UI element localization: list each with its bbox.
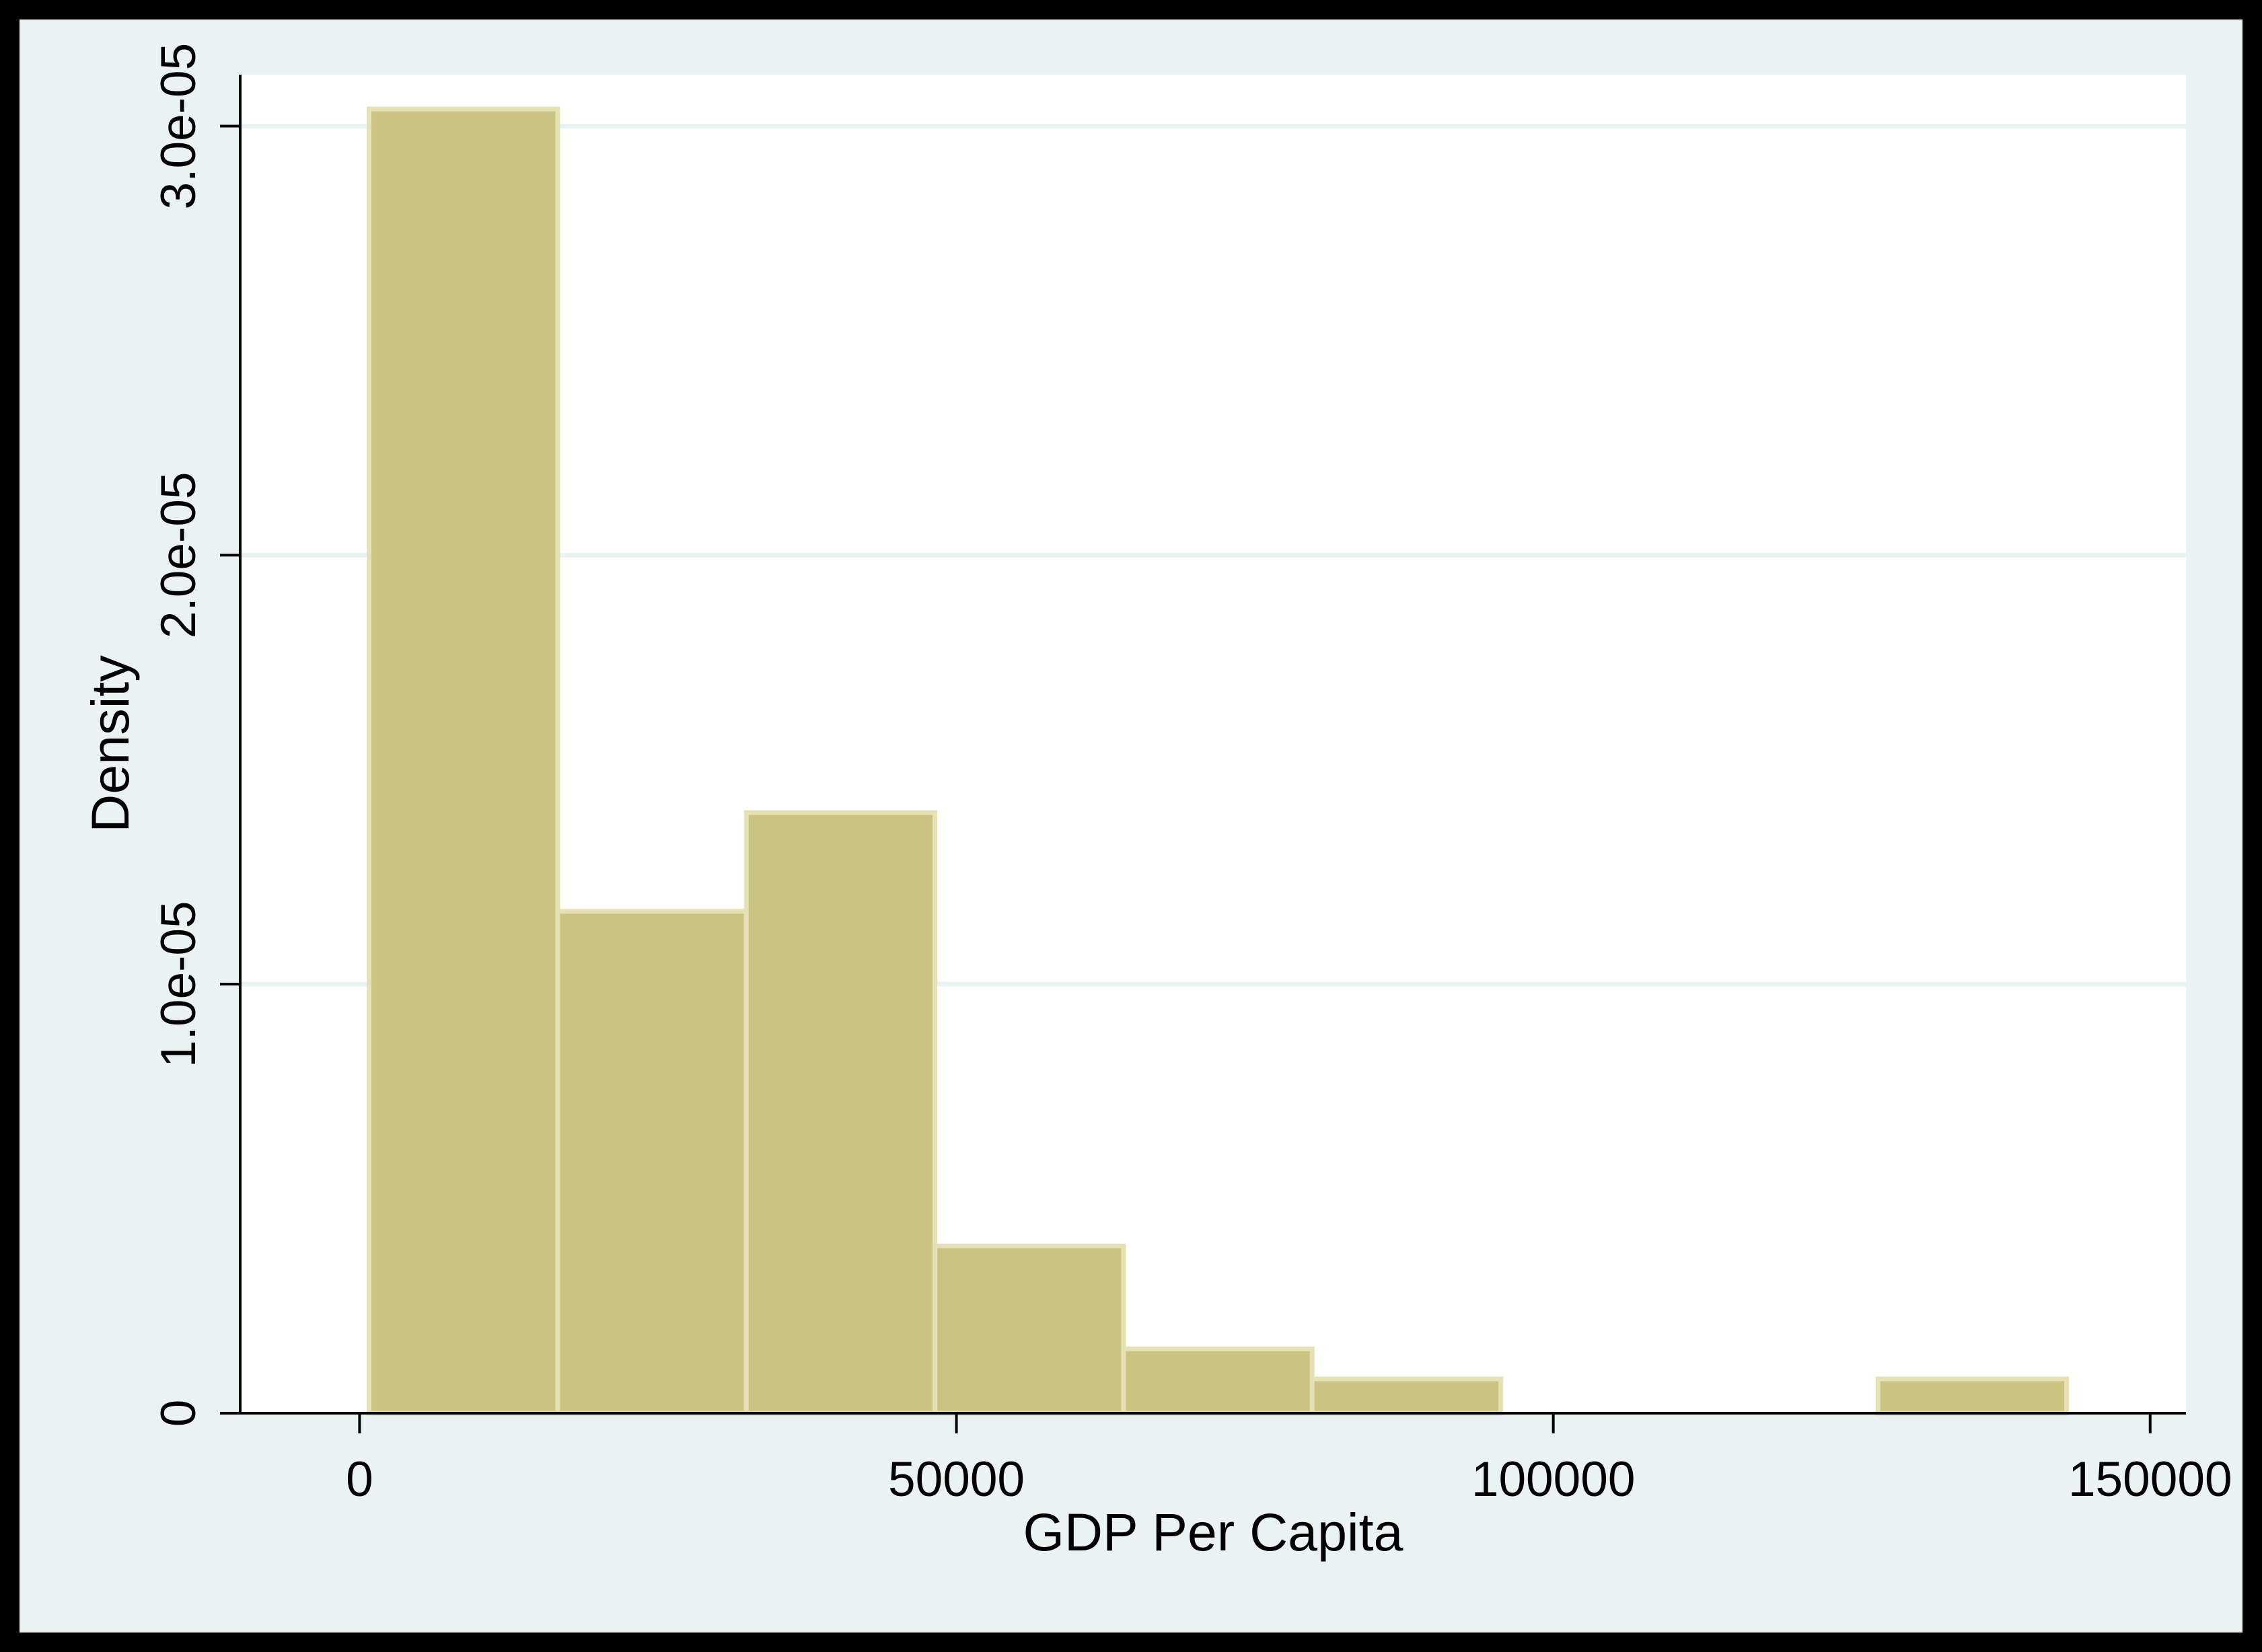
x-axis-ticks: 0 50000 100000 150000 (346, 1413, 2232, 1507)
histogram-bar (743, 810, 938, 1416)
y-tick-label: 3.0e-05 (151, 43, 206, 210)
y-axis-ticks: 0 1.0e-05 2.0e-05 3.0e-05 (151, 43, 240, 1427)
histogram-bar (367, 106, 560, 1416)
histogram-bar (1875, 1376, 2070, 1416)
histogram-bar (933, 1243, 1126, 1416)
x-tick-label: 0 (346, 1452, 373, 1507)
histogram-bar (555, 909, 749, 1416)
histogram-bars (367, 106, 2070, 1416)
x-tick-label: 150000 (2068, 1452, 2232, 1507)
y-tick-label: 2.0e-05 (151, 472, 206, 639)
y-tick-label: 0 (151, 1400, 206, 1427)
y-axis-title: Density (80, 655, 140, 833)
x-tick-label: 100000 (1471, 1452, 1636, 1507)
histogram-bar (1309, 1376, 1504, 1416)
y-tick-label: 1.0e-05 (151, 901, 206, 1067)
histogram-bar (1121, 1346, 1315, 1416)
x-axis-title: GDP Per Capita (1023, 1502, 1403, 1562)
x-tick-label: 50000 (888, 1452, 1025, 1507)
